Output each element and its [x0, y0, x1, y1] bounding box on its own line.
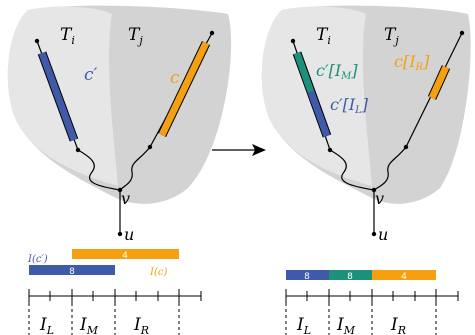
left-label-tj: Tj: [128, 25, 143, 47]
left-bar-orange: [72, 249, 179, 259]
right-axis: [285, 289, 459, 335]
left-label-c: c: [170, 68, 180, 88]
right-node-c-top: [459, 30, 465, 36]
left-axis: [28, 289, 202, 335]
right-label-tj: Tj: [384, 25, 399, 47]
right-diagram: Ti Tj c′[IM] c[IR] c′[IL] v u: [261, 5, 471, 244]
right-node-v: [371, 187, 377, 193]
left-region-ti: [7, 6, 118, 186]
left-caption-icprime: I(c′): [27, 254, 48, 265]
right-bar-orange-value: 4: [401, 272, 407, 282]
right-interval-r: IR: [390, 315, 406, 335]
right-label-u: u: [378, 225, 388, 244]
left-label-cprime: c′: [84, 65, 98, 85]
left-interval-bars: 4 8 I(c′) I(c): [27, 249, 179, 278]
right-label-cprime-m: c′[IM]: [316, 61, 358, 82]
right-interval-bars: 8 8 4: [286, 270, 436, 282]
left-interval-l: IL: [39, 315, 54, 335]
right-cprime-l-bar: [307, 90, 331, 138]
right-cprime-m-bar: [293, 51, 315, 94]
right-c-r-bar: [428, 65, 450, 100]
transform-arrow: [212, 144, 266, 156]
right-node-cprime-top: [290, 38, 296, 44]
left-edge-wiggle-right: [119, 146, 151, 191]
left-node-c-top: [209, 30, 215, 36]
left-bar-blue: [29, 265, 115, 275]
left-diagram: Ti Tj c′ c v u: [7, 5, 232, 244]
right-bar-teal: [329, 270, 372, 280]
right-node-c-bottom: [403, 144, 409, 150]
right-edge-wiggle-right: [373, 146, 407, 191]
right-interval-l: IL: [296, 315, 311, 335]
left-label-v: v: [121, 189, 130, 208]
right-interval-m: IM: [336, 315, 356, 335]
left-node-v: [117, 187, 123, 193]
right-node-cprime-bottom: [327, 147, 333, 153]
right-label-ti: Ti: [316, 25, 331, 47]
left-bar-orange-value: 4: [122, 251, 128, 261]
left-cprime-bar: [38, 51, 78, 142]
right-bar-teal-value: 8: [347, 272, 353, 282]
right-node-u: [371, 231, 377, 237]
right-label-cprime-l: c′[IL]: [330, 95, 369, 116]
left-node-c-bottom: [147, 144, 153, 150]
left-node-u: [117, 231, 123, 237]
left-c-bar: [158, 41, 210, 137]
left-edge-wiggle-left: [77, 149, 121, 191]
left-interval-m: IM: [79, 315, 99, 335]
left-label-ti: Ti: [60, 25, 75, 47]
left-node-cprime-bottom: [75, 147, 81, 153]
right-edge-wiggle-left: [329, 149, 375, 191]
left-node-cprime-top: [34, 38, 40, 44]
right-bar-blue-value: 8: [304, 272, 310, 282]
left-bar-blue-value: 8: [69, 267, 75, 277]
left-caption-ic: I(c): [149, 267, 167, 278]
right-bar-blue: [286, 270, 329, 280]
right-label-v: v: [375, 189, 384, 208]
left-label-u: u: [124, 225, 134, 244]
left-interval-r: IR: [133, 315, 149, 335]
right-label-c-r: c[IR]: [394, 52, 430, 73]
right-bar-orange: [372, 270, 436, 280]
